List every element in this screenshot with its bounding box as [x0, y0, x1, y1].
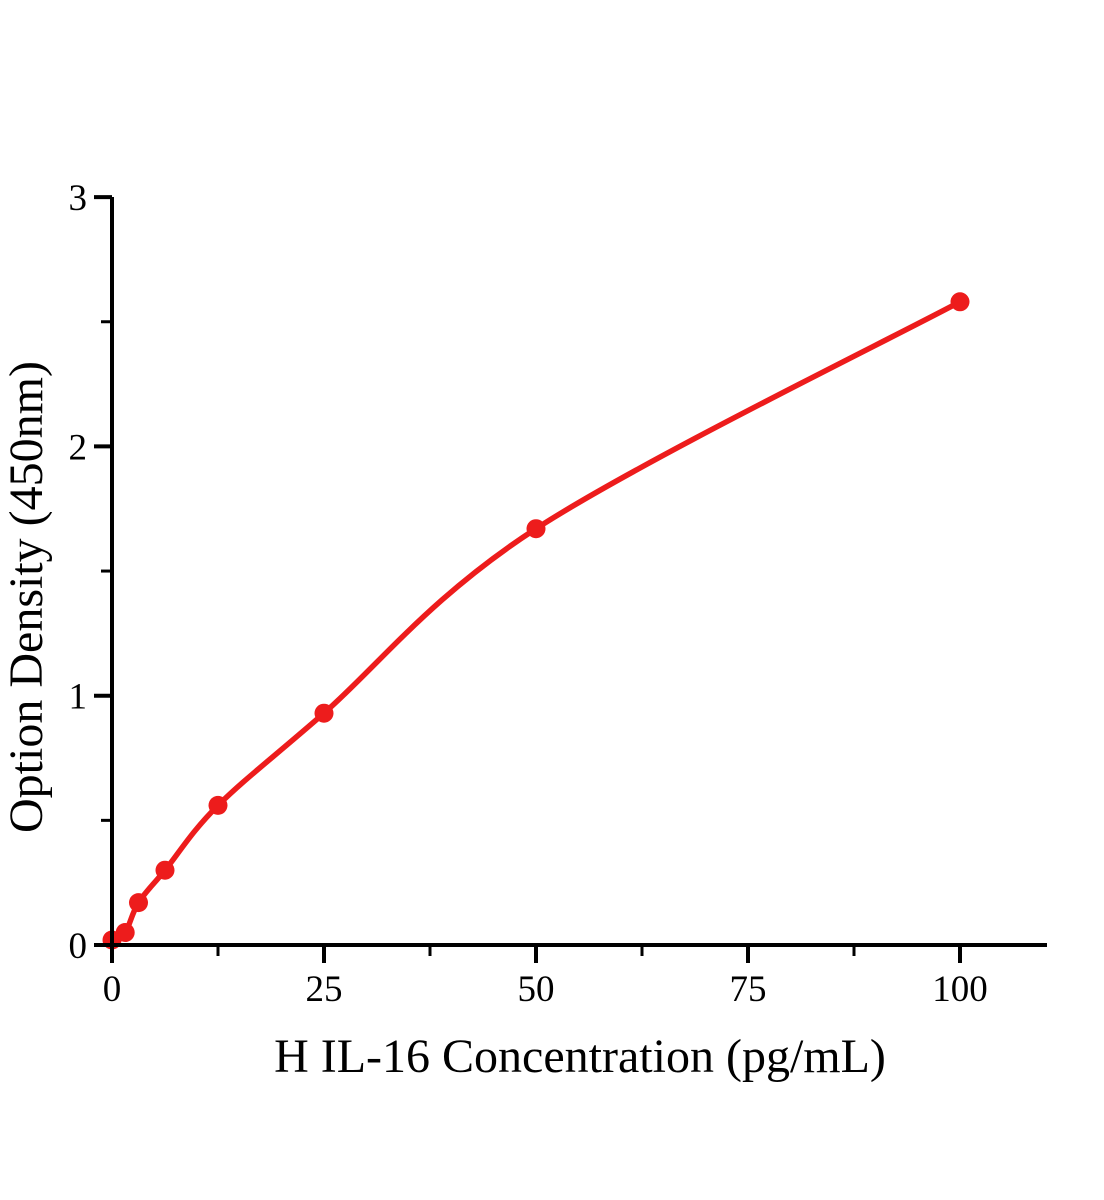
y-tick-label: 2	[69, 427, 88, 468]
y-tick-label: 1	[69, 677, 88, 718]
data-point-marker	[129, 893, 148, 913]
x-tick-label: 50	[518, 969, 555, 1010]
x-tick-label: 100	[932, 969, 988, 1010]
y-tick-label: 0	[69, 926, 88, 967]
y-tick-label: 3	[69, 178, 88, 219]
x-tick-label: 25	[306, 969, 343, 1010]
data-point-marker	[314, 703, 334, 723]
data-point-marker	[115, 923, 135, 942]
standard-curve-line	[109, 299, 963, 943]
data-point-marker	[950, 292, 970, 312]
x-tick-label: 75	[730, 969, 767, 1010]
data-point-marker	[155, 860, 175, 880]
data-point-marker	[526, 519, 546, 539]
x-axis-title: H IL-16 Concentration (pg/mL)	[274, 1030, 886, 1083]
x-tick-label: 0	[103, 969, 122, 1010]
data-point-marker	[208, 795, 228, 815]
y-axis-title: Option Density (450nm)	[0, 361, 53, 833]
